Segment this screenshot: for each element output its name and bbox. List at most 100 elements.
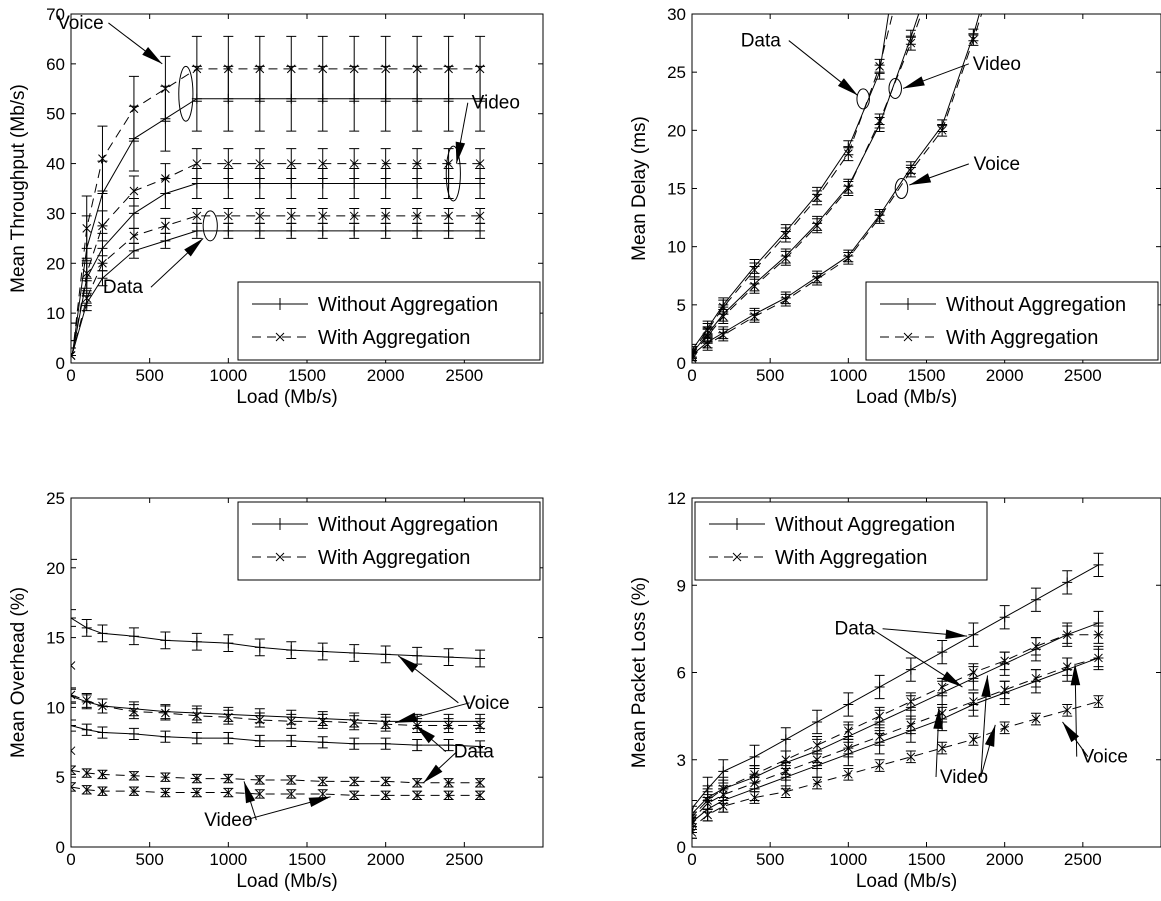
x-marker: [843, 184, 853, 193]
x-marker: [412, 790, 422, 800]
chart-packet_loss: 0 500 1000 1500 2000 2500 0 3 6 9 12 Load (Mb/s) Mea…: [629, 489, 1161, 892]
plus-marker: [286, 178, 297, 189]
series-line: [71, 786, 481, 796]
y-tick-label: 15: [667, 180, 686, 199]
x-marker: [692, 353, 697, 363]
x-marker: [161, 174, 170, 183]
x-tick-label: 1500: [288, 850, 326, 869]
x-marker: [381, 64, 391, 74]
plus-marker: [160, 235, 171, 246]
x-marker: [781, 787, 791, 797]
x-marker: [703, 340, 712, 349]
x-marker: [412, 778, 422, 788]
plus-marker: [380, 178, 391, 189]
plus-marker: [937, 687, 948, 698]
annotation-label: Data: [103, 277, 144, 298]
x-marker: [71, 661, 76, 670]
plus-marker: [380, 649, 391, 660]
plus-marker: [412, 178, 423, 189]
x-marker: [875, 761, 884, 770]
y-tick-label: 70: [46, 5, 65, 24]
x-marker: [129, 104, 139, 114]
x-marker: [129, 707, 139, 716]
arrow-head: [933, 707, 943, 730]
x-marker: [255, 64, 265, 74]
series-line: [71, 230, 481, 356]
plus-marker: [749, 751, 760, 762]
arrow-head: [398, 655, 419, 673]
plus-marker: [128, 631, 139, 642]
x-marker: [812, 193, 822, 203]
series-data-with: [692, 625, 1104, 831]
annotation-label: Voice: [1081, 747, 1127, 768]
x-marker: [286, 211, 296, 221]
plus-marker: [317, 178, 328, 189]
plus-marker: [999, 612, 1010, 623]
y-axis-label: Mean Throughput (Mb/s): [8, 84, 29, 293]
y-tick-label: 15: [46, 629, 65, 648]
plus-marker: [128, 728, 139, 739]
legend-box: [237, 501, 541, 581]
arrow-head: [1070, 663, 1081, 686]
x-marker: [161, 708, 170, 718]
y-tick-label: 0: [677, 838, 686, 857]
annotation-label: Video: [472, 93, 520, 114]
x-marker: [475, 778, 485, 788]
x-marker: [223, 211, 233, 221]
legend: Without Aggregation With Aggregation: [237, 501, 541, 581]
annotation-ellipse: [856, 88, 870, 110]
plus-marker: [349, 738, 360, 749]
plus-marker: [286, 735, 297, 746]
arrow-head: [981, 675, 991, 698]
x-marker: [444, 211, 453, 221]
x-marker: [318, 777, 328, 786]
plus-marker: [254, 642, 265, 653]
x-marker: [732, 552, 742, 562]
x-tick-label: 2500: [445, 366, 483, 385]
series-video-with: [692, 648, 1104, 833]
x-marker: [129, 771, 139, 781]
arrow-head: [423, 764, 443, 783]
y-tick-label: 12: [667, 489, 686, 508]
x-marker: [475, 211, 485, 221]
x-marker: [750, 265, 759, 275]
plus-marker: [274, 298, 286, 310]
plus-marker: [71, 350, 76, 361]
legend-label: With Aggregation: [946, 327, 1098, 349]
plus-marker: [317, 225, 328, 236]
x-marker: [255, 715, 265, 725]
error-bar: [692, 352, 697, 363]
x-axis-label: Load (Mb/s): [856, 871, 957, 892]
plus-marker: [286, 225, 297, 236]
error-bar: [692, 348, 697, 363]
plus-marker: [731, 518, 743, 530]
x-marker: [937, 125, 947, 135]
x-marker: [381, 159, 391, 168]
arrow-head: [142, 47, 163, 64]
plus-marker: [1093, 618, 1104, 629]
x-marker: [71, 746, 76, 756]
x-marker: [718, 330, 728, 340]
y-axis-label: Mean Overhead (%): [8, 587, 29, 758]
error-bar: [71, 609, 76, 627]
plus-marker: [286, 645, 297, 656]
error-bar: [71, 340, 76, 363]
x-marker: [71, 351, 76, 360]
plus-marker: [160, 731, 171, 742]
x-marker: [275, 332, 285, 342]
x-marker: [192, 159, 202, 168]
x-marker: [129, 231, 139, 241]
x-marker: [475, 721, 485, 730]
x-marker: [223, 788, 233, 797]
plus-marker: [443, 740, 454, 751]
annotation-label: Data: [835, 619, 876, 640]
x-axis-label: Load (Mb/s): [236, 387, 337, 408]
series-line: [692, 14, 894, 354]
error-bar: [71, 322, 76, 363]
annotation-ellipse: [178, 65, 194, 122]
error-bar: [71, 765, 76, 775]
plus-marker: [317, 646, 328, 657]
series-video-without: [71, 719, 486, 753]
x-marker: [255, 159, 265, 168]
x-marker: [750, 793, 759, 802]
